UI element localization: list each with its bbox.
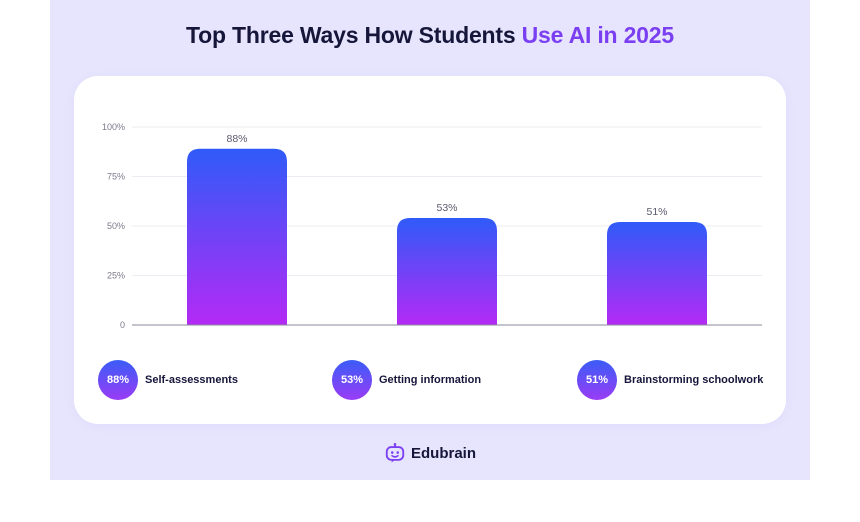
y-tick-label: 25%: [107, 271, 125, 281]
chart-card: 0 25% 50% 75% 100% 88% 53% 51% 88% Self-assess…: [74, 76, 786, 424]
bar-chart: 0 25% 50% 75% 100% 88% 53% 51%: [102, 122, 762, 330]
bar-value-label: 88%: [226, 133, 247, 145]
y-tick-label: 75%: [107, 172, 125, 182]
bars: [187, 148, 707, 325]
bar-brainstorming-schoolwork: [607, 222, 707, 325]
data-labels: 88% 53% 51%: [226, 133, 667, 218]
legend-label: Brainstorming schoolwork: [624, 374, 764, 386]
legend-badge: 51%: [577, 360, 617, 400]
bar-value-label: 53%: [436, 202, 457, 214]
legend-badge: 88%: [98, 360, 138, 400]
legend-badge: 53%: [332, 360, 372, 400]
legend-item-self-assessments: 88% Self-assessments: [98, 360, 238, 400]
bar-self-assessments: [187, 148, 287, 325]
y-tick-label: 0: [120, 320, 125, 330]
y-tick-label: 100%: [102, 122, 125, 132]
background-panel: Top Three Ways How Students Use AI in 20…: [50, 0, 810, 480]
title-main: Top Three Ways How Students: [186, 22, 516, 48]
y-axis-ticks: 0 25% 50% 75% 100%: [102, 122, 125, 330]
page-title: Top Three Ways How Students Use AI in 20…: [50, 22, 810, 49]
legend-label: Self-assessments: [145, 374, 238, 386]
legend-item-getting-information: 53% Getting information: [332, 360, 481, 400]
bar-getting-information: [397, 218, 497, 325]
brand-name: Edubrain: [410, 444, 476, 462]
y-tick-label: 50%: [107, 221, 125, 231]
robot-face-icon: [385, 443, 405, 463]
legend-item-brainstorming-schoolwork: 51% Brainstorming schoolwork: [577, 360, 763, 400]
brand-footer: Edubrain: [50, 442, 810, 464]
legend-label: Getting information: [379, 374, 482, 386]
bar-value-label: 51%: [646, 206, 667, 218]
title-accent: Use AI in 2025: [521, 22, 675, 48]
